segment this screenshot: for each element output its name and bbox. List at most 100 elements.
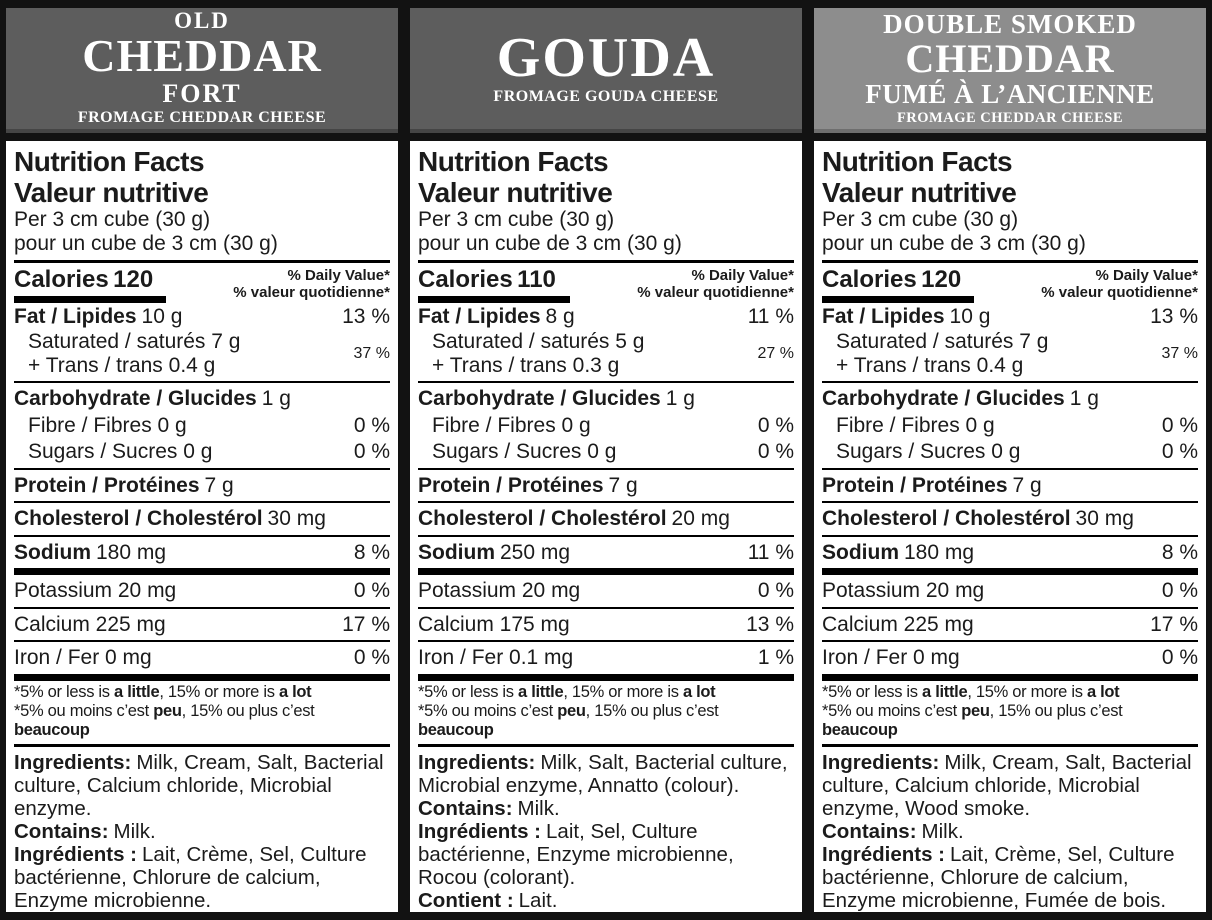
thick-divider: [14, 673, 390, 681]
panel-old-cheddar: OLD CHEDDAR FORT FROMAGE CHEDDAR CHEESE …: [6, 8, 398, 912]
fat-label: Fat / Lipides: [14, 304, 137, 328]
contains-fr: Contient :Lait.: [14, 912, 390, 913]
sodium-row: Sodium 180 mg 8 %: [14, 540, 390, 566]
protein-amount: 7 g: [608, 473, 638, 497]
fat-amount: 10 g: [949, 304, 991, 328]
divider: [14, 501, 390, 503]
footnote-en: *5% or less is a little, 15% or more is …: [14, 683, 312, 701]
serving-size-en: Per 3 cm cube (30 g): [822, 208, 1019, 231]
sugars-dv: 0 %: [757, 440, 794, 463]
carbohydrate-amount: 1 g: [665, 387, 695, 410]
protein-row: Protein / Protéines 7 g: [822, 473, 1198, 499]
fat-label: Fat / Lipides: [822, 304, 945, 328]
product-subtitle: FROMAGE CHEDDAR CHEESE: [896, 109, 1124, 126]
cholesterol-amount: 30 mg: [267, 507, 326, 530]
carbohydrate-label: Carbohydrate / Glucides: [418, 387, 661, 410]
iron-row: Iron / Fer 0 mg 0 %: [14, 646, 390, 669]
footnote-en: *5% or less is a little, 15% or more is …: [418, 683, 716, 701]
divider: [14, 640, 390, 642]
divider: [418, 534, 794, 537]
divider: [822, 606, 1198, 609]
saturated-trans-dv: 37 %: [1161, 345, 1198, 362]
product-title-line2: CHEDDAR: [82, 30, 322, 82]
calories-label: Calories: [14, 266, 109, 293]
divider: [418, 501, 794, 503]
fat-row: Fat / Lipides 8 g 11 %: [418, 304, 794, 330]
cholesterol-label: Cholesterol / Cholestérol: [822, 507, 1071, 530]
cholesterol-row: Cholesterol / Cholestérol 20 mg: [418, 506, 794, 532]
saturated-row: Saturated / saturés 5 g: [432, 329, 645, 353]
divider: [418, 744, 794, 747]
nutrition-title-fr: Valeur nutritive: [822, 177, 1017, 208]
footnote-en: *5% or less is a little, 15% or more is …: [822, 683, 1120, 701]
sodium-label: Sodium: [14, 540, 91, 564]
divider: [418, 606, 794, 609]
protein-amount: 7 g: [1012, 473, 1042, 497]
fat-label: Fat / Lipides: [418, 304, 541, 328]
serving-size-fr: pour un cube de 3 cm (30 g): [14, 232, 278, 255]
fibre-row: Fibre / Fibres 0 g 0 %: [28, 413, 390, 437]
saturated-trans-group: Saturated / saturés 7 g + Trans / trans …: [14, 330, 390, 379]
trans-row: + Trans / trans 0.4 g: [28, 354, 216, 377]
product-header-gouda: GOUDA FROMAGE GOUDA CHEESE: [410, 8, 802, 133]
iron-dv: 0 %: [1161, 646, 1198, 669]
calories-label: Calories: [822, 266, 917, 293]
sodium-row: Sodium 250 mg 11 %: [418, 540, 794, 566]
calories-underline: [822, 296, 974, 303]
fat-row: Fat / Lipides 10 g 13 %: [822, 304, 1198, 330]
protein-row: Protein / Protéines 7 g: [418, 473, 794, 499]
thick-divider: [822, 568, 1198, 575]
thick-divider: [822, 673, 1198, 681]
nutrition-title-en: Nutrition Facts: [418, 146, 609, 177]
iron-row: Iron / Fer 0.1 mg 1 %: [418, 646, 794, 669]
sodium-label: Sodium: [418, 540, 495, 564]
product-title-line1: OLD: [174, 8, 230, 34]
serving-size-fr: pour un cube de 3 cm (30 g): [822, 232, 1086, 255]
product-header-old-cheddar: OLD CHEDDAR FORT FROMAGE CHEDDAR CHEESE: [6, 8, 398, 133]
product-title-line2: CHEDDAR: [905, 36, 1115, 82]
fibre-dv: 0 %: [1161, 413, 1198, 437]
ingredients-block: Ingredients: Milk, Salt, Bacterial cultur…: [418, 751, 794, 912]
saturated-trans-dv: 27 %: [757, 345, 794, 362]
protein-label: Protein / Protéines: [14, 473, 200, 497]
serving-size-fr: pour un cube de 3 cm (30 g): [418, 232, 682, 255]
divider: [822, 260, 1198, 263]
saturated-row: Saturated / saturés 7 g: [836, 329, 1049, 353]
calcium-row: Calcium 225 mg 17 %: [822, 612, 1198, 636]
contains-en: Contains: Milk.: [14, 819, 156, 843]
sodium-dv: 8 %: [353, 540, 390, 564]
fat-dv: 13 %: [342, 304, 390, 328]
fibre-row: Fibre / Fibres 0 g 0 %: [432, 413, 794, 437]
sodium-amount: 180 mg: [96, 540, 167, 564]
contains-en: Contains: Milk.: [822, 819, 964, 843]
potassium-row: Potassium 20 mg 0 %: [822, 579, 1198, 602]
ingredients-fr: Ingrédients : Lait, Crème, Sel, Culture b…: [14, 842, 367, 912]
daily-value-header-en: % Daily Value*: [691, 267, 794, 284]
sodium-dv: 11 %: [747, 540, 794, 564]
thick-divider: [14, 568, 390, 575]
divider: [14, 381, 390, 383]
divider: [14, 534, 390, 537]
daily-value-header-fr: % valeur quotidienne*: [1041, 284, 1198, 301]
iron-dv: 0 %: [353, 646, 390, 669]
cholesterol-amount: 20 mg: [671, 507, 730, 530]
daily-value-header-en: % Daily Value*: [1095, 267, 1198, 284]
trans-row: + Trans / trans 0.3 g: [432, 354, 620, 377]
carbohydrate-row: Carbohydrate / Glucides 1 g: [418, 386, 794, 412]
saturated-trans-group: Saturated / saturés 7 g + Trans / trans …: [822, 330, 1198, 379]
product-title-line1: GOUDA: [496, 26, 716, 89]
protein-label: Protein / Protéines: [418, 473, 604, 497]
ingredients-en: Ingredients: Milk, Cream, Salt, Bacterial…: [14, 750, 384, 820]
calories-value: 120: [921, 266, 962, 293]
carbohydrate-amount: 1 g: [261, 387, 291, 410]
sodium-row: Sodium 180 mg 8 %: [822, 540, 1198, 566]
ingredients-fr: Ingrédients : Lait, Crème, Sel, Culture b…: [822, 842, 1175, 912]
footnote-fr: *5% ou moins c’est peu, 15% ou plus c’es…: [418, 702, 719, 739]
saturated-row: Saturated / saturés 7 g: [28, 329, 241, 353]
product-subtitle: FROMAGE CHEDDAR CHEESE: [77, 108, 327, 126]
calories-row: Calories 120 % Daily Value* % valeur quo…: [14, 266, 390, 303]
product-title-line3: FUMÉ À L’ANCIENNE: [865, 78, 1155, 109]
footnote-fr: *5% ou moins c’est peu, 15% ou plus c’es…: [14, 702, 315, 739]
divider: [822, 467, 1198, 470]
calories-value-block: Calories 120: [822, 266, 974, 303]
